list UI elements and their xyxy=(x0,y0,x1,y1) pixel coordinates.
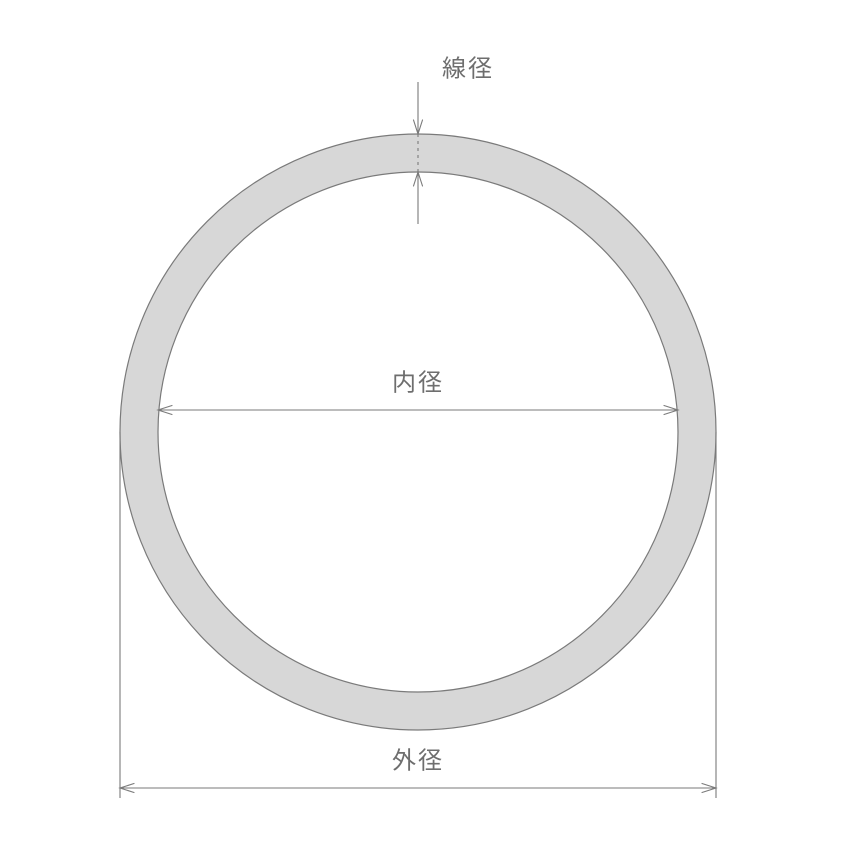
wire-diameter-label: 線径 xyxy=(442,49,494,84)
outer-diameter-label: 外径 xyxy=(392,741,444,776)
inner-diameter-label: 内径 xyxy=(392,363,444,398)
